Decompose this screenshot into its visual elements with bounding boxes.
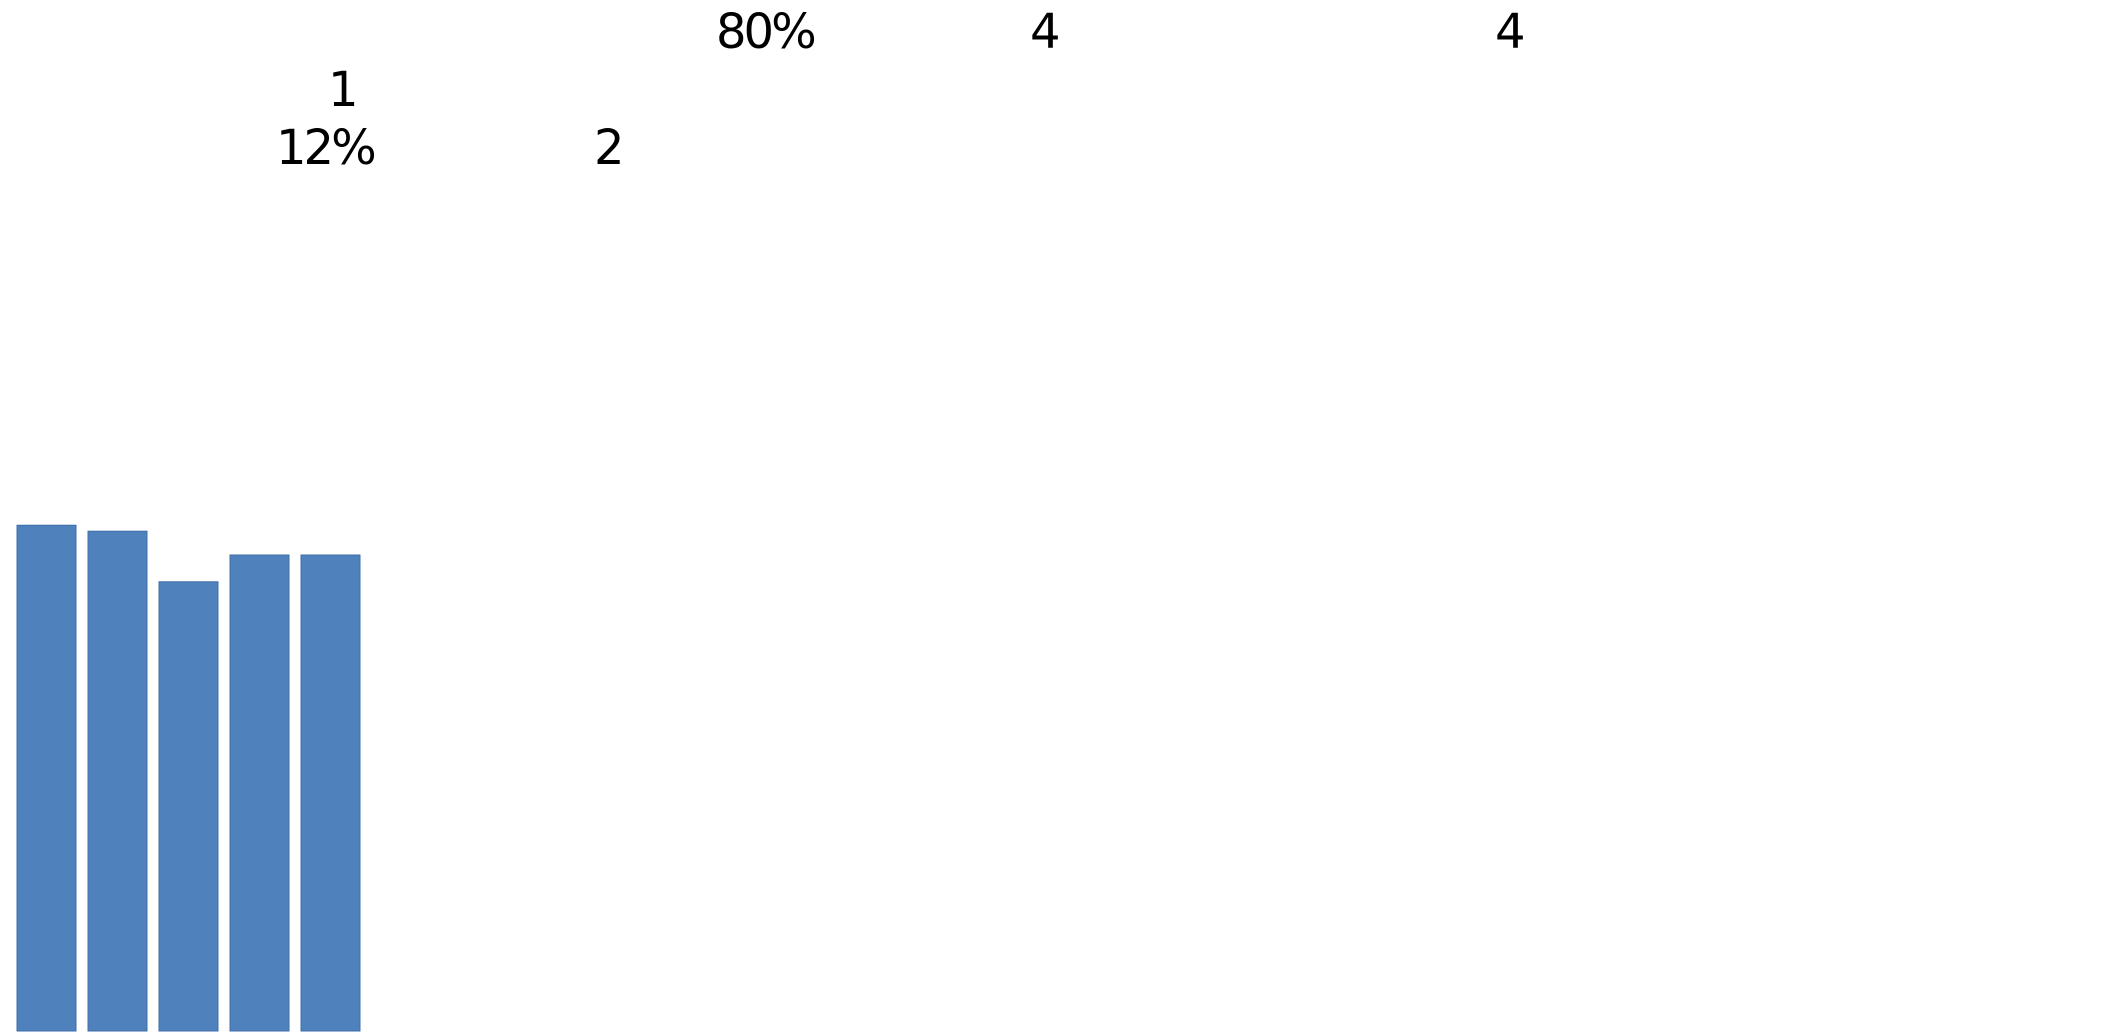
bar-5 xyxy=(300,554,361,1032)
bar-4 xyxy=(229,554,290,1032)
bar-3 xyxy=(158,581,219,1032)
annotation-4-right: 4 xyxy=(1495,4,1525,60)
annotation-12-percent: 12% xyxy=(276,120,377,176)
annotation-2: 2 xyxy=(594,120,624,176)
annotation-1: 1 xyxy=(328,62,358,118)
bar-1 xyxy=(16,524,77,1032)
annotation-4-left: 4 xyxy=(1030,4,1060,60)
annotation-80-percent: 80% xyxy=(716,4,817,60)
bar-2 xyxy=(87,530,148,1032)
